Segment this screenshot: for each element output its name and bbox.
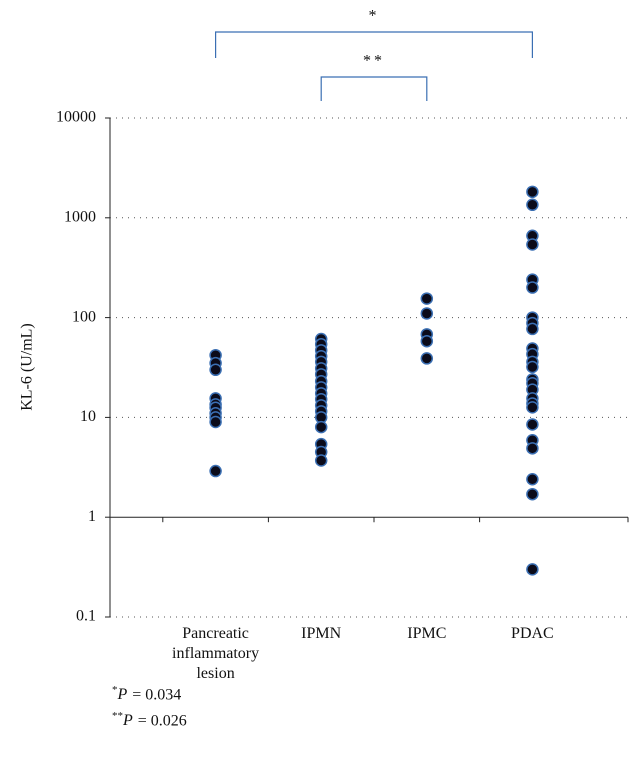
significance-label: ** xyxy=(363,53,385,70)
footnote-marker: * xyxy=(112,684,118,696)
data-point xyxy=(420,307,434,320)
x-tick-label: IPMN xyxy=(301,625,342,642)
data-point xyxy=(526,473,539,486)
footnote-text: = 0.034 xyxy=(132,686,182,704)
y-tick-label: 1000 xyxy=(64,208,96,225)
y-tick-label: 1 xyxy=(88,508,96,525)
data-point xyxy=(526,360,539,374)
data-point xyxy=(420,352,434,365)
significance-bracket xyxy=(320,76,428,101)
data-point xyxy=(526,401,539,414)
footnote-text: = 0.026 xyxy=(137,712,187,730)
data-point xyxy=(420,334,434,348)
data-point xyxy=(209,415,222,429)
data-point xyxy=(526,281,539,294)
y-tick-label: 100 xyxy=(72,308,96,325)
data-point xyxy=(314,420,328,434)
footnote-stat: P xyxy=(123,712,133,730)
y-tick-label: 10000 xyxy=(56,109,96,126)
data-point xyxy=(526,238,539,251)
data-point xyxy=(420,292,434,305)
data-point xyxy=(526,185,539,199)
significance-bracket xyxy=(215,31,533,58)
x-tick-label: IPMC xyxy=(407,625,447,642)
data-point xyxy=(314,454,328,467)
data-point xyxy=(526,563,539,576)
data-point xyxy=(209,464,222,478)
data-point xyxy=(526,418,539,431)
significance-label: * xyxy=(369,8,380,25)
y-axis-label: KL-6 (U/mL) xyxy=(19,323,36,411)
y-tick-label: 10 xyxy=(80,408,96,425)
y-tick-label: 0.1 xyxy=(76,608,96,625)
x-tick-label: PDAC xyxy=(511,625,554,642)
footnote-marker: ** xyxy=(112,710,123,722)
data-point xyxy=(526,442,539,455)
x-tick-label: Pancreatic inflammatory lesion xyxy=(172,625,260,682)
footnote-stat: P xyxy=(117,686,128,704)
data-point xyxy=(209,363,222,377)
data-point xyxy=(526,322,539,336)
data-point xyxy=(526,198,539,212)
footnote: *P = 0.034 xyxy=(112,684,181,704)
footnote: **P = 0.026 xyxy=(112,710,187,730)
data-point xyxy=(526,487,539,501)
